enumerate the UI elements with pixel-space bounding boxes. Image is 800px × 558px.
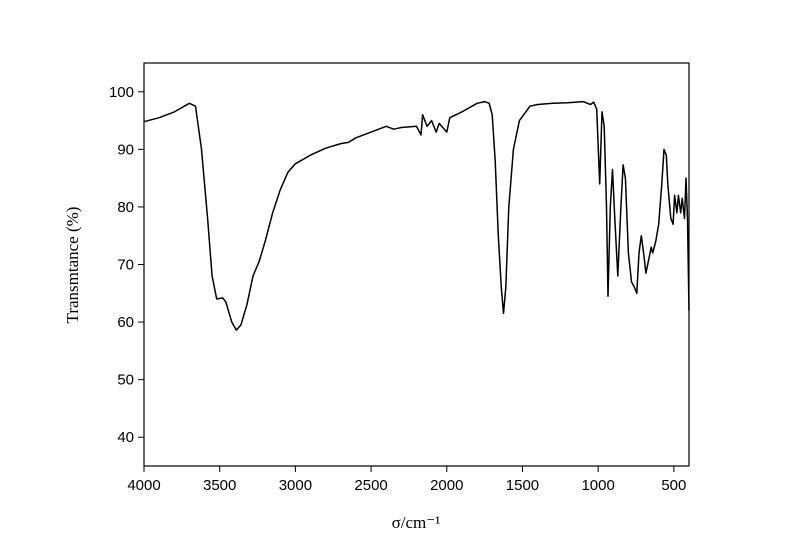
- y-axis-label: Transmtance (%): [63, 207, 82, 324]
- y-tick-label: 100: [109, 84, 134, 101]
- x-tick-label: 1500: [506, 477, 539, 494]
- y-tick-label: 80: [117, 199, 134, 216]
- x-tick-label: 2000: [430, 477, 463, 494]
- spectrum-line: [143, 100, 690, 331]
- x-tick-label: 3500: [203, 477, 236, 494]
- x-tick-label: 4000: [127, 477, 160, 494]
- x-tick-label: 500: [661, 477, 686, 494]
- x-axis-label: σ/cm⁻¹: [392, 513, 441, 532]
- y-tick-label: 70: [117, 257, 134, 274]
- y-tick-label: 90: [117, 141, 134, 158]
- x-tick-label: 1000: [581, 477, 614, 494]
- x-tick-label: 2500: [354, 477, 387, 494]
- y-tick-label: 50: [117, 372, 134, 389]
- y-tick-label: 60: [117, 314, 134, 331]
- x-tick-label: 3000: [279, 477, 312, 494]
- y-tick-label: 40: [117, 429, 134, 446]
